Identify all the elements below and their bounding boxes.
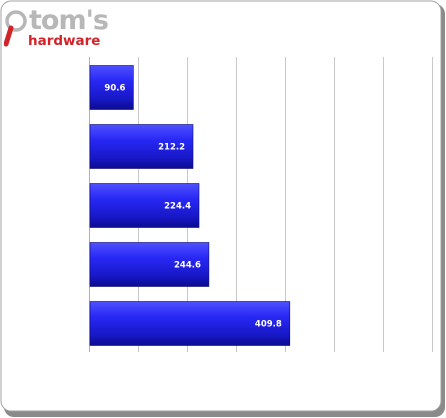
bar-value-label: 90.6 xyxy=(104,84,125,94)
logo-line-1: tom's xyxy=(29,5,108,36)
bar-value-label: 244.6 xyxy=(174,261,201,271)
bar-value-label: 224.4 xyxy=(164,202,191,212)
logo-mark-icon xyxy=(6,12,25,44)
logo-line-2: hardware xyxy=(28,33,100,49)
toms-hardware-logo: tom's hardware xyxy=(4,4,114,50)
bar-value-label: 212.2 xyxy=(158,143,185,153)
panel-background xyxy=(1,1,441,411)
bar-value-label: 409.8 xyxy=(255,320,282,330)
